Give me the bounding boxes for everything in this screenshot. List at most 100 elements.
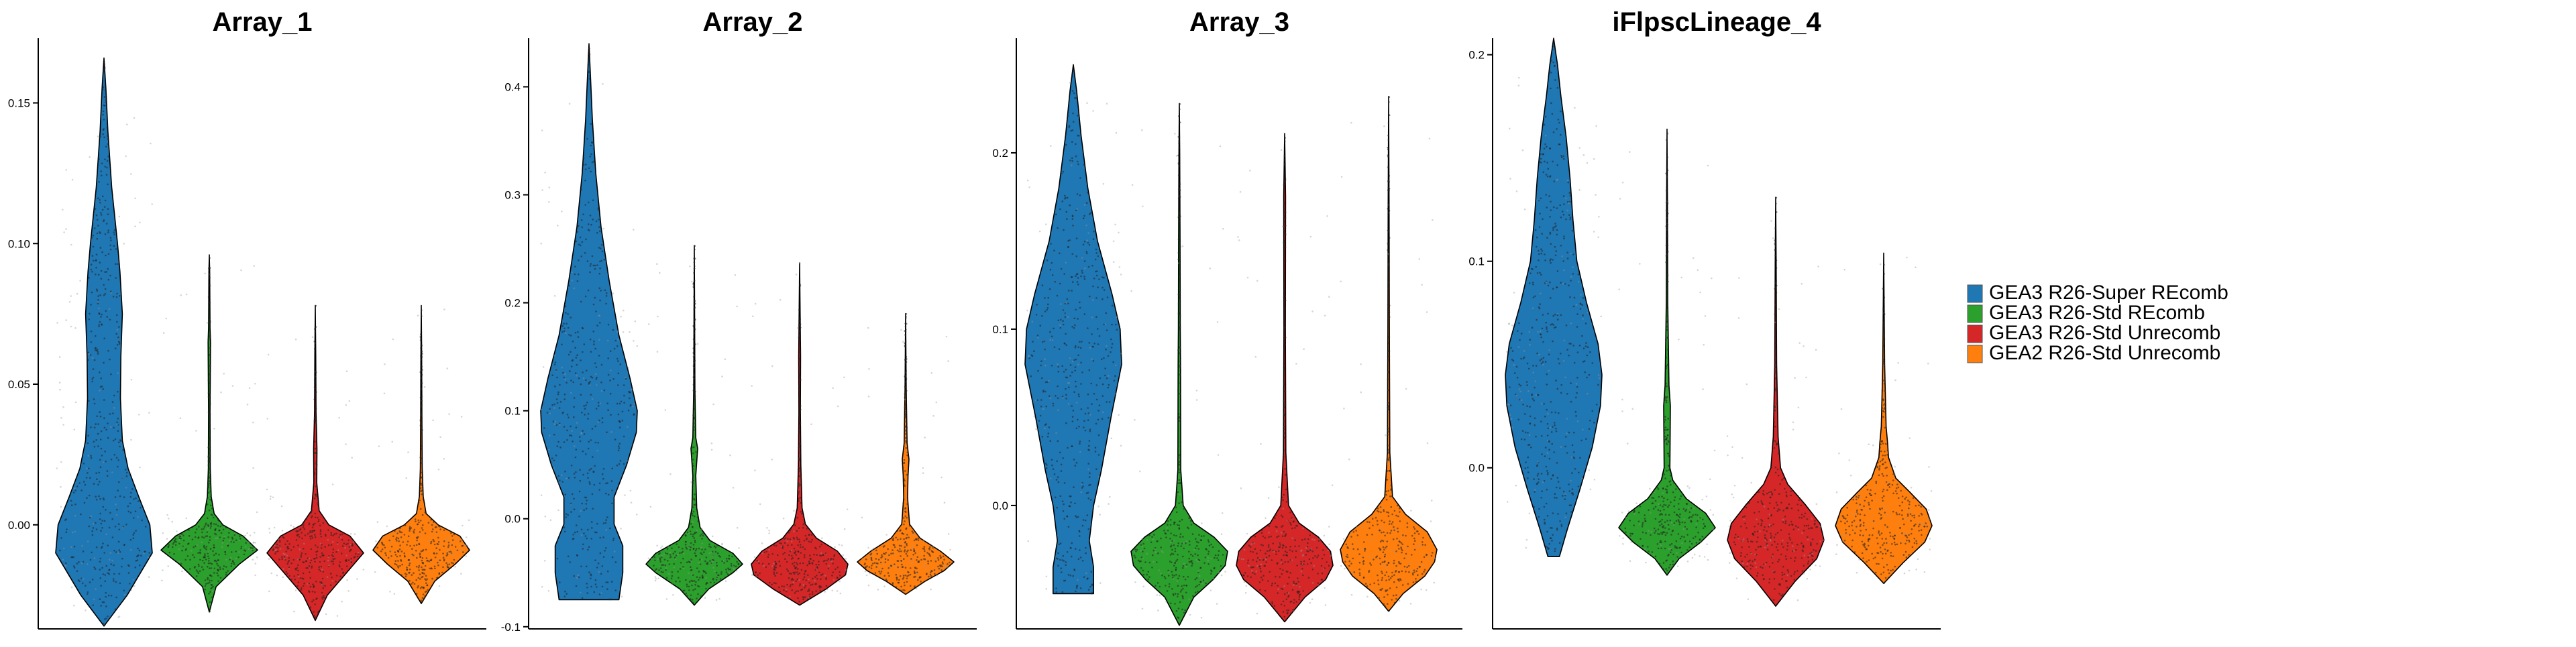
data-point [1069,506,1071,508]
data-point [408,572,410,574]
data-point [787,538,789,540]
data-point [1284,164,1286,166]
data-point [690,523,692,525]
data-point [448,561,450,563]
data-point [599,288,601,290]
data-point [1047,307,1049,309]
data-point [694,245,696,247]
data-point [695,555,697,557]
data-point [688,546,690,548]
data-point [116,514,118,516]
data-point [1063,273,1065,275]
data-point [592,219,594,221]
data-point [1250,546,1252,548]
data-point [894,546,896,548]
data-point [125,469,127,471]
data-point [1044,297,1046,299]
data-point [947,360,949,362]
data-point [875,550,877,552]
data-point [1173,595,1175,597]
data-point [1212,546,1214,548]
data-point [1065,561,1067,563]
data-point [904,508,906,510]
data-point [419,531,421,533]
data-point [1102,384,1104,386]
data-point [1053,468,1055,470]
data-point [906,578,908,580]
data-point [1080,587,1082,589]
data-point [1068,574,1070,576]
data-point [1431,499,1433,502]
data-point [1173,553,1175,555]
data-point [1069,160,1071,162]
data-point [570,316,572,318]
data-point [462,525,464,527]
data-point [794,548,796,550]
data-point [161,580,163,582]
data-point [603,259,605,261]
data-point [930,560,932,562]
data-point [1318,585,1320,587]
data-point [1065,303,1067,305]
data-point [197,552,199,554]
data-point [330,585,332,587]
data-point [792,572,794,574]
data-point [1383,532,1385,534]
data-point [325,535,327,537]
data-point [1041,377,1043,379]
data-point [1265,552,1267,554]
data-point [342,571,344,573]
data-point [1175,593,1177,595]
data-point [1421,541,1424,543]
data-point [390,541,392,543]
data-point [689,581,691,583]
data-point [72,556,74,558]
data-point [1286,571,1288,573]
data-point [1408,562,1410,564]
data-point [582,351,584,353]
data-point [1387,451,1389,453]
data-point [1414,528,1416,530]
data-point [541,129,543,131]
data-point [1325,604,1327,606]
data-point [1032,320,1034,322]
data-point [421,400,423,402]
data-point [1291,550,1293,552]
data-point [808,579,810,581]
data-point [100,386,102,388]
data-point [1063,560,1065,562]
data-point [1178,198,1180,200]
data-point [196,569,198,571]
data-point [1343,408,1345,410]
data-point [1407,557,1409,559]
data-point [1072,281,1074,283]
data-point [1391,485,1393,487]
data-point [568,417,570,419]
data-point [695,550,697,552]
data-point [607,571,609,573]
data-point [352,543,354,545]
data-point [126,472,128,474]
data-point [1383,603,1385,605]
data-point [416,593,418,595]
data-point [452,539,454,541]
data-point [596,408,598,410]
data-point [800,511,802,513]
data-point [175,541,177,543]
data-point [716,565,718,567]
data-point [1138,560,1140,562]
data-point [314,329,316,331]
data-point [565,333,567,335]
data-point [210,603,212,605]
data-point [1279,542,1281,544]
data-point [559,581,561,583]
data-point [1120,445,1122,447]
data-point [209,448,211,450]
data-point [225,566,227,568]
data-point [623,310,625,312]
data-point [1380,563,1382,565]
data-point [442,567,444,569]
data-point [74,504,76,506]
data-point [209,563,211,565]
data-point [690,546,692,548]
